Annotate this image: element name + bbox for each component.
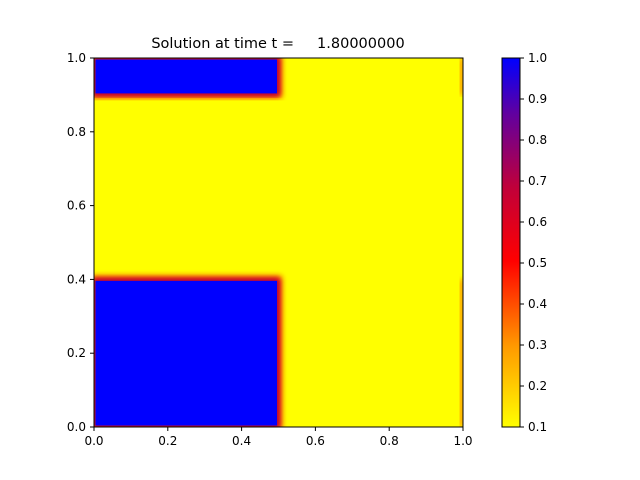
y-tick-label: 0.6 [67,199,86,213]
x-tick-label: 0.2 [158,434,177,448]
colorbar-tick-label: 0.1 [528,420,547,434]
colorbar-tick-label: 1.0 [528,51,547,65]
plot-area [93,57,464,428]
chart-title: Solution at time t = 1.80000000 [151,36,404,52]
y-tick-label: 0.8 [67,125,86,139]
right-edge-bottom [460,279,463,427]
y-tick-label: 0.0 [67,420,86,434]
colorbar-tick-label: 0.7 [528,174,547,188]
colorbar-tick-label: 0.9 [528,92,547,106]
y-tick-label: 0.2 [67,346,86,360]
colorbar-tick-label: 0.8 [528,133,547,147]
x-tick-label: 0.6 [306,434,325,448]
right-edge-top [460,58,463,95]
colorbar-tick-label: 0.6 [528,215,547,229]
colorbar: 0.1 0.2 0.3 0.4 0.5 0.6 0.7 0.8 0.9 1.0 [501,51,547,434]
x-axis: 0.0 0.2 0.4 0.6 0.8 1.0 [84,427,473,448]
y-axis: 0.0 0.2 0.4 0.6 0.8 1.0 [67,51,94,434]
x-tick-label: 1.0 [453,434,472,448]
x-tick-label: 0.0 [84,434,103,448]
colorbar-tick-label: 0.3 [528,338,547,352]
x-tick-label: 0.8 [380,434,399,448]
y-tick-label: 0.4 [67,272,86,286]
x-tick-label: 0.4 [232,434,251,448]
bottom-left-block [95,280,277,426]
colorbar-gradient [501,57,521,428]
colorbar-tick-label: 0.2 [528,379,547,393]
plot-frame [93,57,464,428]
top-left-block [95,59,277,94]
colorbar-tick-label: 0.4 [528,297,547,311]
colorbar-tick-label: 0.5 [528,256,547,270]
y-tick-label: 1.0 [67,51,86,65]
